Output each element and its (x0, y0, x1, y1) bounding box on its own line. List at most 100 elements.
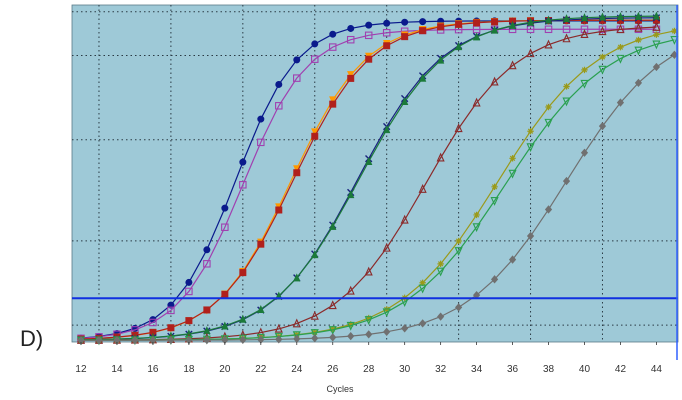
data-point (95, 336, 103, 345)
data-point (383, 125, 391, 134)
data-point (598, 121, 607, 131)
data-point (490, 197, 499, 206)
data-point (544, 118, 553, 128)
data-point (311, 40, 319, 48)
data-point (437, 23, 445, 31)
x-tick-label: 42 (615, 364, 627, 375)
series-10 (77, 50, 679, 345)
data-point (221, 223, 229, 231)
data-point (346, 285, 355, 295)
data-point (274, 332, 283, 342)
data-point (347, 74, 355, 82)
plot-area (71, 4, 679, 343)
data-point (562, 97, 571, 107)
x-tick-label: 44 (651, 364, 663, 375)
data-point (347, 321, 354, 328)
data-point (454, 247, 463, 256)
data-point (293, 273, 301, 282)
data-point (472, 32, 481, 41)
data-point (491, 18, 499, 26)
data-point (580, 79, 589, 89)
data-point (329, 100, 337, 108)
data-point (293, 74, 301, 82)
data-point (634, 22, 643, 32)
x-tick-label: 28 (363, 364, 375, 375)
data-point (526, 17, 535, 26)
data-point (382, 242, 391, 252)
data-point (670, 36, 679, 45)
data-point (598, 25, 607, 34)
data-point (437, 312, 445, 321)
data-point (616, 12, 625, 21)
series-line (80, 54, 675, 341)
data-point (490, 76, 499, 86)
data-point (634, 46, 643, 56)
data-point (401, 33, 409, 41)
data-point (598, 26, 607, 36)
data-point (634, 25, 643, 34)
data-point (311, 55, 319, 63)
x-tick-label: 18 (183, 364, 195, 375)
data-point (599, 53, 606, 61)
data-point (616, 54, 625, 64)
data-point (436, 152, 445, 162)
data-point (562, 176, 571, 186)
data-point (653, 31, 660, 38)
data-point (257, 304, 265, 314)
data-point (400, 214, 409, 224)
data-point (581, 66, 588, 74)
data-point (419, 279, 426, 286)
data-point (329, 325, 336, 333)
data-point (635, 36, 642, 44)
data-point (149, 318, 157, 327)
data-point (437, 260, 444, 268)
data-point (472, 223, 481, 233)
data-point (562, 14, 571, 23)
data-point (472, 97, 481, 107)
data-point (167, 336, 175, 345)
data-point (473, 19, 481, 27)
x-tick-label: 34 (471, 364, 483, 375)
data-point (383, 327, 391, 337)
data-point (490, 25, 499, 34)
data-point (365, 55, 373, 63)
x-tick-label: 30 (399, 364, 411, 375)
series-line (80, 28, 657, 339)
gridlines (72, 5, 678, 342)
data-point (418, 284, 427, 294)
x-tick-label: 36 (507, 364, 519, 375)
data-point (347, 190, 355, 199)
data-point (257, 115, 265, 123)
data-point (131, 336, 139, 345)
data-point (580, 25, 589, 34)
x-tick-label: 14 (111, 364, 123, 375)
data-point (508, 169, 517, 179)
data-point (274, 323, 283, 333)
x-tick-label: 20 (219, 364, 231, 375)
data-point (311, 334, 319, 343)
data-point (418, 73, 427, 82)
data-point (239, 269, 247, 277)
data-point (382, 308, 391, 318)
data-point (364, 266, 373, 276)
x-axis-title: Cycles (326, 384, 354, 394)
x-tick-label: 26 (327, 364, 339, 375)
data-point (328, 326, 337, 335)
data-point (562, 25, 571, 34)
data-point (580, 13, 589, 22)
data-point (203, 260, 211, 268)
data-point (292, 318, 301, 328)
data-point (346, 35, 355, 44)
data-point (347, 331, 355, 341)
data-point (401, 324, 409, 333)
data-point (257, 240, 265, 248)
data-point (221, 321, 229, 330)
data-point (365, 156, 373, 165)
data-point (293, 56, 301, 64)
data-point (275, 335, 283, 344)
data-point (544, 39, 553, 49)
data-point (508, 255, 517, 264)
data-point (365, 314, 372, 322)
data-point (311, 132, 319, 140)
series-group (76, 11, 679, 346)
